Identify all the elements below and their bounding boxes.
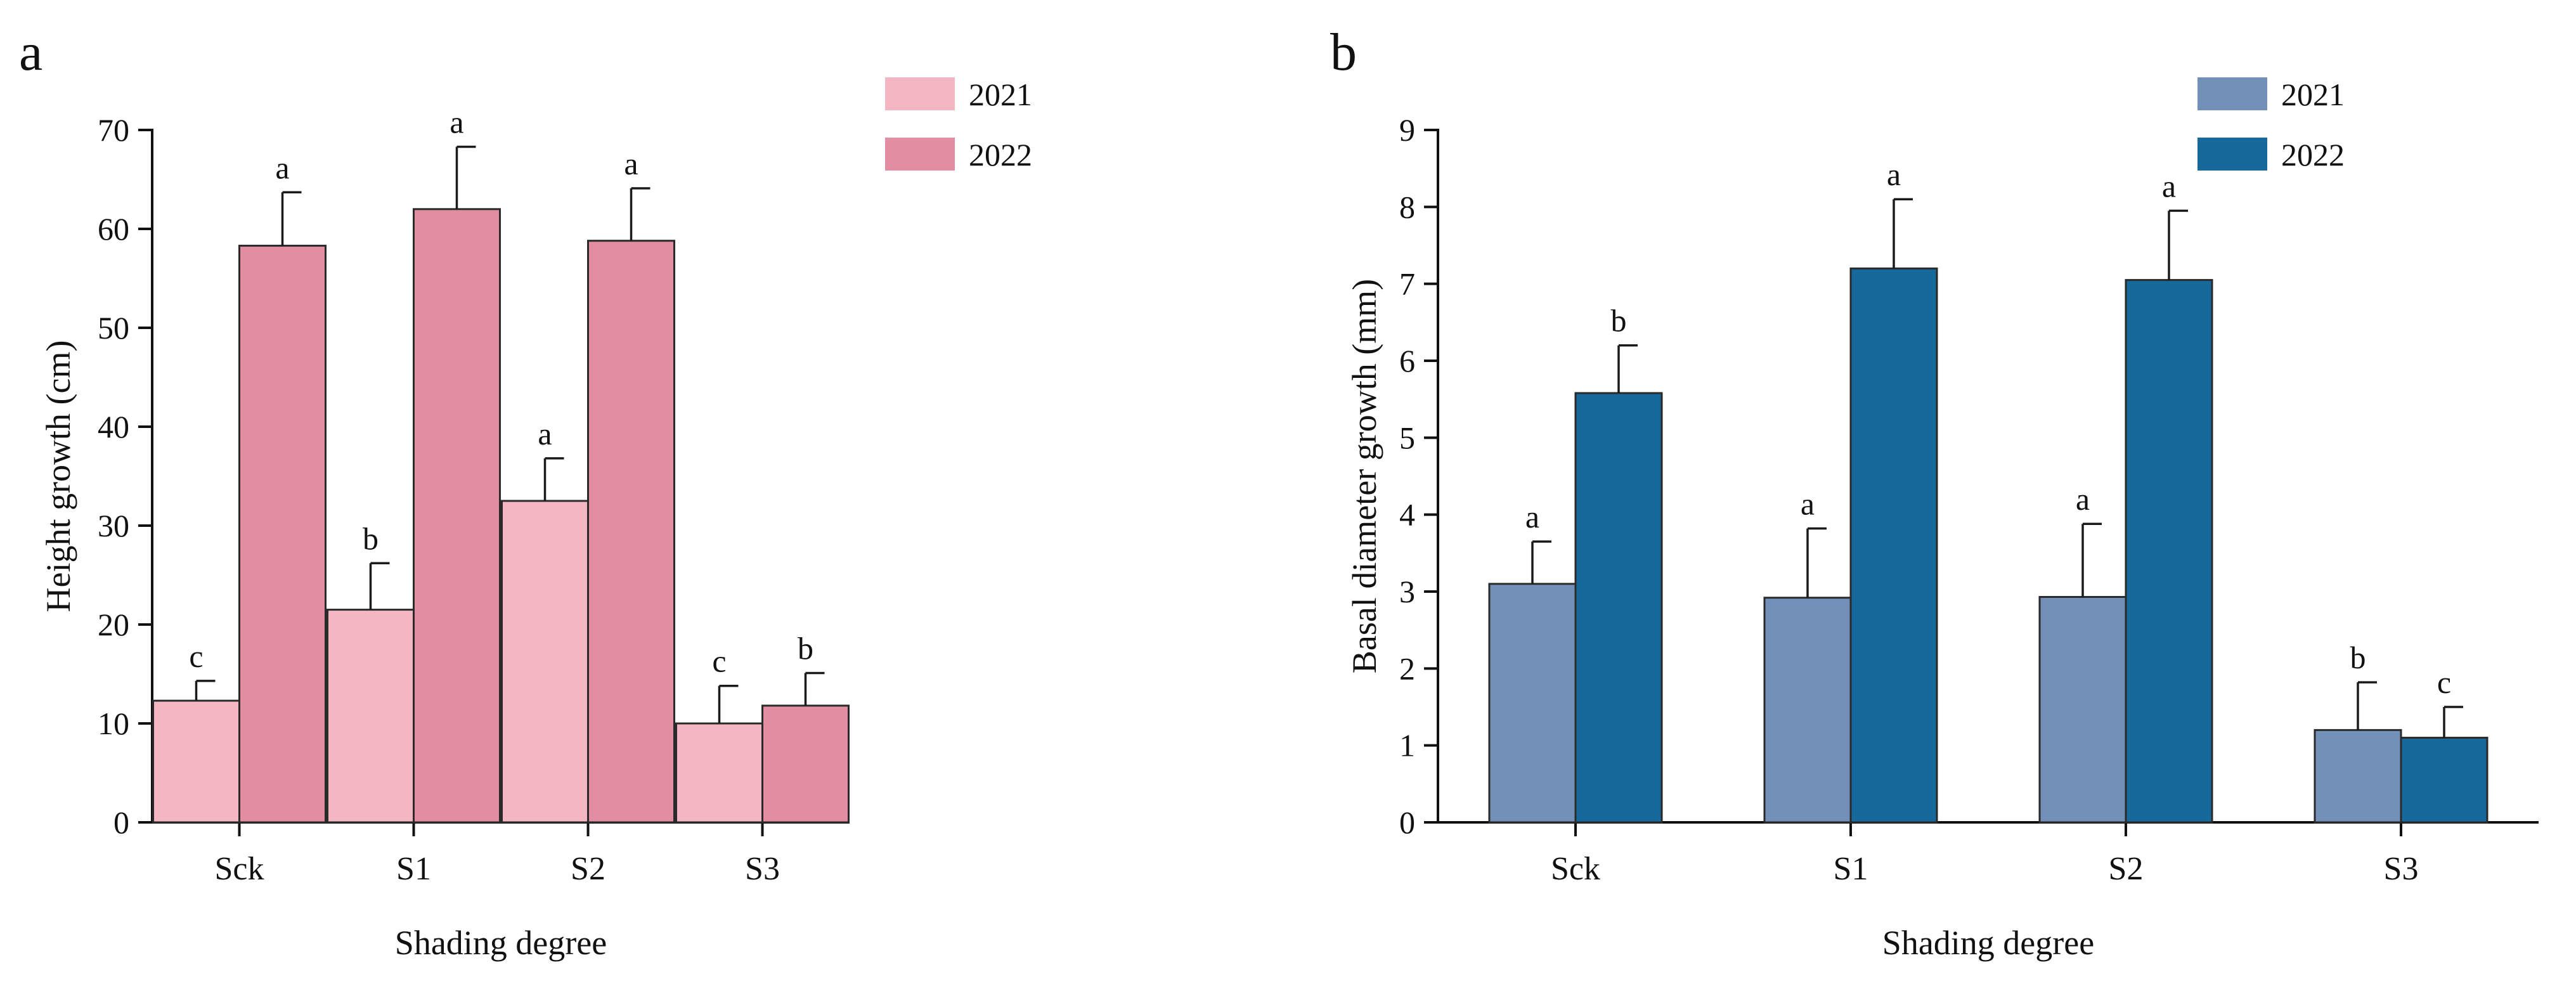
bar-2021-S3 <box>675 722 763 824</box>
legend-swatch-2021 <box>2197 77 2267 110</box>
y-tick-label: 4 <box>1399 497 1415 533</box>
significance-label: a <box>1801 486 1815 522</box>
x-tick-label: S2 <box>571 851 605 887</box>
y-tick-label: 9 <box>1399 112 1415 148</box>
significance-label: a <box>275 150 289 185</box>
significance-label: b <box>1611 303 1627 339</box>
y-tick-label: 0 <box>1399 805 1415 840</box>
significance-label: a <box>1887 157 1901 192</box>
y-tick-label: 3 <box>1399 574 1415 609</box>
y-tick-label: 20 <box>98 607 129 642</box>
bar-2022-S3 <box>761 704 850 824</box>
significance-label: b <box>363 521 379 556</box>
bar-2022-S3 <box>2400 737 2489 824</box>
x-tick-label: S3 <box>745 851 780 887</box>
y-tick-label: 5 <box>1399 420 1415 455</box>
x-tick-label: Sck <box>215 851 264 887</box>
legend-swatch-2021 <box>885 77 955 110</box>
x-axis-title: Shading degree <box>395 924 607 962</box>
chart-panel-a: a 0 10 20 30 40 50 60 70 Sck S1 S2 S3 Shading degree H… <box>19 23 1032 962</box>
legend-swatch-2022 <box>885 138 955 171</box>
x-tick-label: S2 <box>2109 851 2144 887</box>
legend-label: 2022 <box>2281 137 2345 172</box>
chart-panel-b: b 0 1 2 3 4 5 6 7 8 9 Sck S1 S2 S3 Shading degree Basal … <box>1330 23 2539 962</box>
x-axis-title: Shading degree <box>1882 924 2094 962</box>
significance-label: c <box>2437 664 2451 700</box>
bar-2021-S1 <box>1763 597 1852 824</box>
y-tick-label: 60 <box>98 211 129 247</box>
significance-label: a <box>2162 168 2176 204</box>
y-tick-label: 10 <box>98 706 129 741</box>
bar-2022-Sck <box>238 245 327 824</box>
bar-2022-S1 <box>413 208 501 824</box>
x-tick-label: S1 <box>396 851 431 887</box>
y-tick-label: 30 <box>98 508 129 543</box>
significance-label: a <box>2076 481 2090 517</box>
significance-label: b <box>798 630 813 666</box>
bar-2021-S1 <box>327 609 415 824</box>
legend-label: 2022 <box>969 137 1032 172</box>
legend-swatch-2022 <box>2197 138 2267 171</box>
significance-label: a <box>450 105 463 140</box>
y-axis-title: Basal diameter growth (mm) <box>1345 279 1383 673</box>
x-tick-label: S1 <box>1834 851 1868 887</box>
y-axis-title: Height growth (cm) <box>39 340 77 612</box>
significance-label: b <box>2350 640 2366 675</box>
bar-2021-Sck <box>1488 583 1577 824</box>
bar-2022-S2 <box>2125 279 2213 824</box>
bar-2021-Sck <box>152 699 240 824</box>
y-tick-label: 2 <box>1399 651 1415 686</box>
y-tick-label: 1 <box>1399 728 1415 763</box>
y-tick-label: 7 <box>1399 266 1415 302</box>
bar-2021-S2 <box>2038 595 2127 824</box>
y-tick-label: 70 <box>98 112 129 148</box>
x-tick-label: S3 <box>2384 851 2419 887</box>
x-tick-label: Sck <box>1551 851 1600 887</box>
y-tick-label: 6 <box>1399 343 1415 379</box>
panel-label: a <box>19 23 42 82</box>
y-tick-label: 40 <box>98 409 129 444</box>
bar-2022-S2 <box>587 240 675 824</box>
significance-label: c <box>712 644 726 679</box>
significance-label: c <box>189 638 203 674</box>
bar-2022-S1 <box>1849 267 1938 824</box>
significance-label: a <box>624 146 638 181</box>
y-tick-label: 0 <box>113 805 129 840</box>
panel-label: b <box>1330 23 1357 82</box>
legend-label: 2021 <box>2281 77 2345 112</box>
bar-2021-S2 <box>501 500 589 824</box>
y-tick-label: 8 <box>1399 189 1415 224</box>
significance-label: a <box>1525 499 1539 534</box>
significance-label: a <box>538 416 552 451</box>
legend-label: 2021 <box>969 77 1032 112</box>
y-tick-label: 50 <box>98 310 129 346</box>
bar-2021-S3 <box>2314 729 2402 824</box>
bar-2022-Sck <box>1574 392 1663 824</box>
